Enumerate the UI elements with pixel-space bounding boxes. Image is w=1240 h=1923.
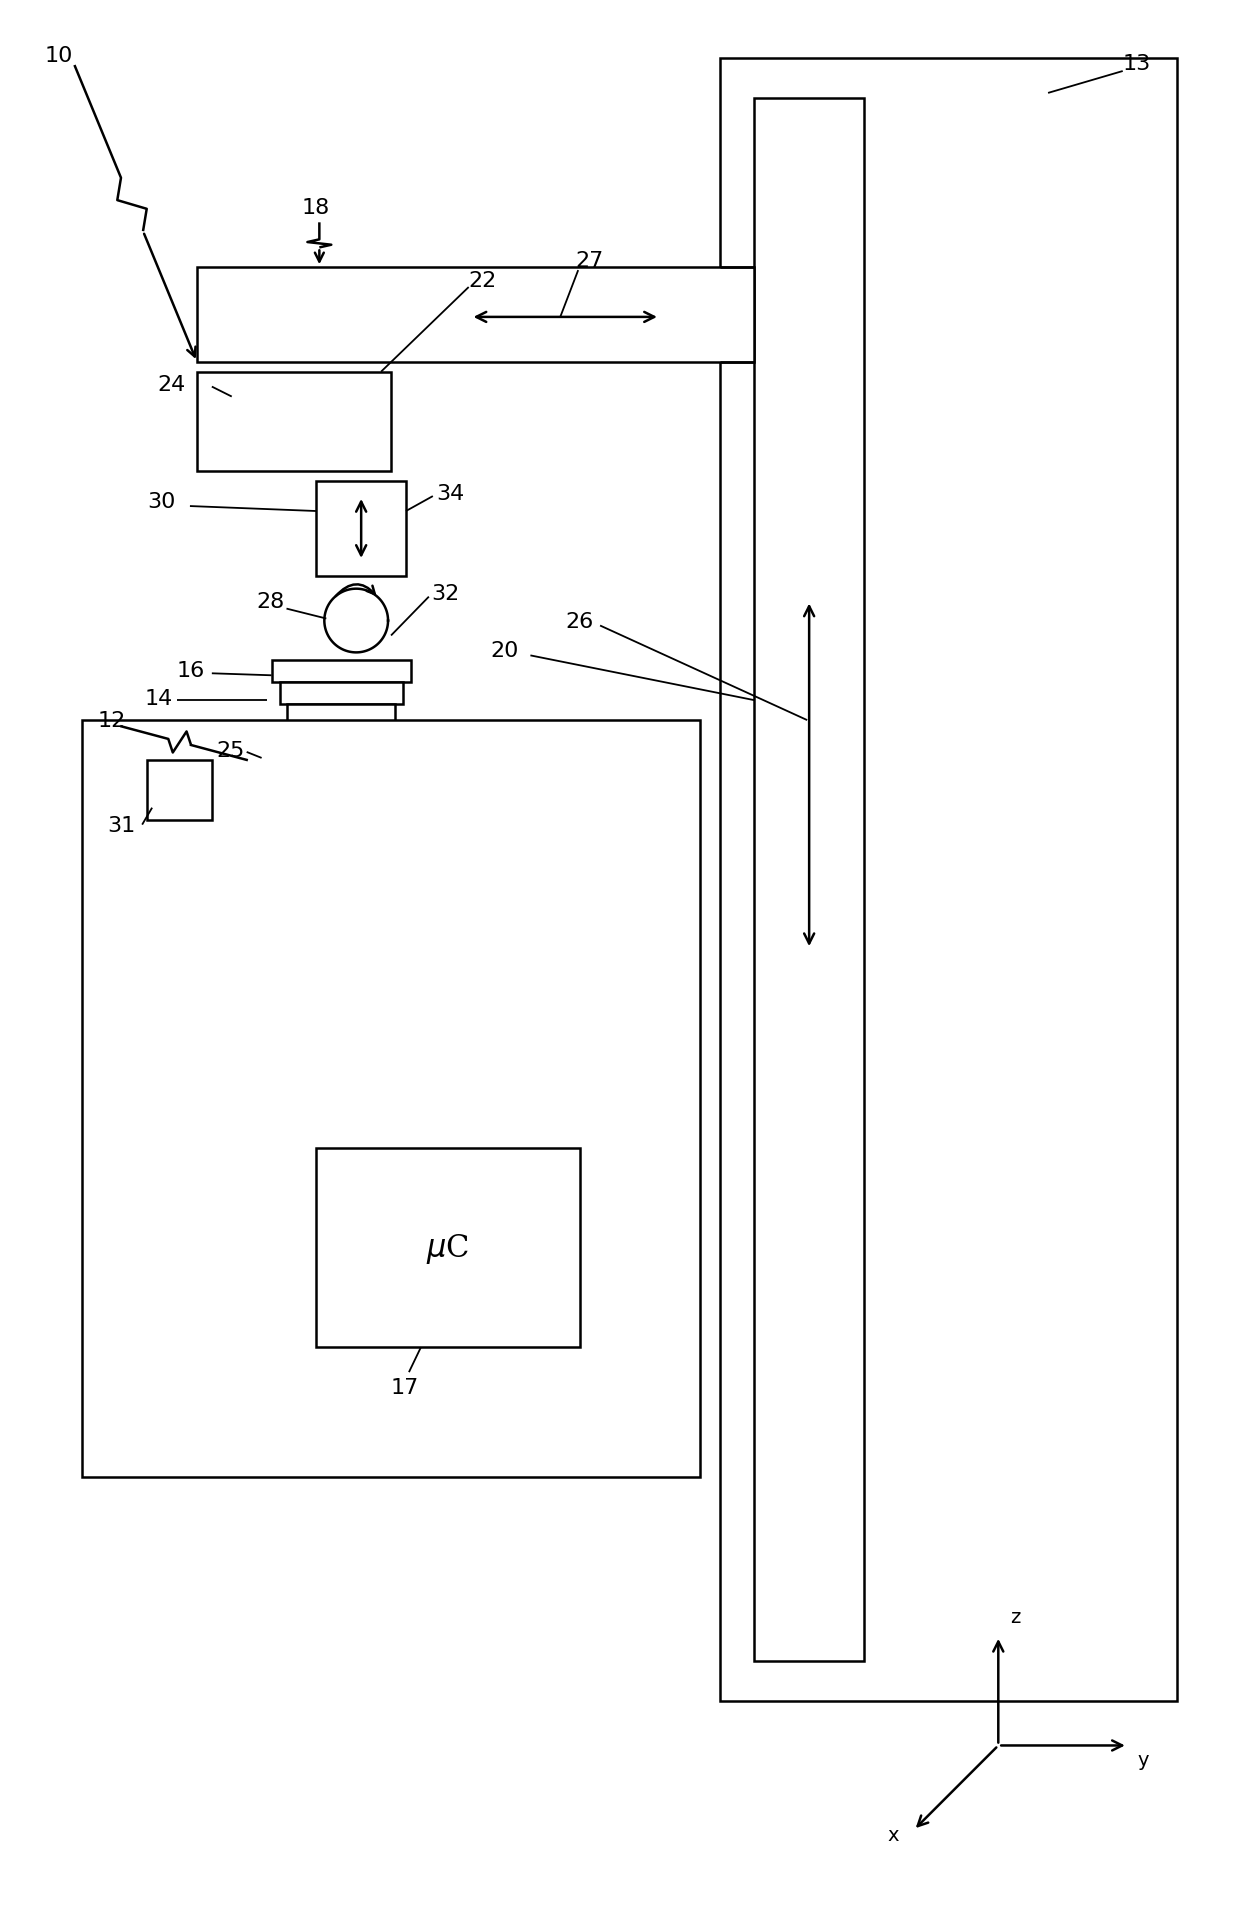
Bar	[719, 60, 1178, 1700]
Text: 31: 31	[108, 815, 135, 835]
Text: 24: 24	[157, 375, 185, 394]
Bar	[754, 98, 864, 1661]
Text: z: z	[1011, 1608, 1021, 1627]
Bar	[197, 267, 754, 363]
Bar	[247, 729, 456, 858]
Text: 20: 20	[491, 640, 520, 662]
Text: 27: 27	[575, 252, 604, 271]
Text: 22: 22	[469, 271, 497, 290]
Text: 32: 32	[430, 583, 459, 604]
Text: 16: 16	[177, 662, 206, 681]
Bar	[288, 706, 396, 727]
Bar	[148, 760, 212, 821]
Text: 17: 17	[391, 1377, 419, 1398]
Bar	[279, 683, 403, 706]
Text: 14: 14	[144, 688, 172, 710]
Bar	[82, 721, 699, 1477]
Text: 28: 28	[257, 592, 285, 612]
Text: 10: 10	[45, 46, 73, 65]
Text: y: y	[1137, 1750, 1149, 1769]
Text: 30: 30	[148, 492, 176, 512]
Bar	[316, 483, 405, 577]
Bar	[197, 373, 391, 471]
Text: 12: 12	[98, 712, 125, 731]
Text: 18: 18	[301, 198, 330, 219]
Text: 34: 34	[435, 485, 464, 504]
Text: 25: 25	[217, 740, 246, 762]
Bar	[316, 1148, 580, 1348]
Text: 26: 26	[565, 612, 594, 631]
Text: $\mu$C: $\mu$C	[427, 1231, 470, 1265]
Bar	[272, 662, 410, 683]
Text: x: x	[888, 1825, 899, 1844]
Text: 13: 13	[1122, 54, 1151, 75]
